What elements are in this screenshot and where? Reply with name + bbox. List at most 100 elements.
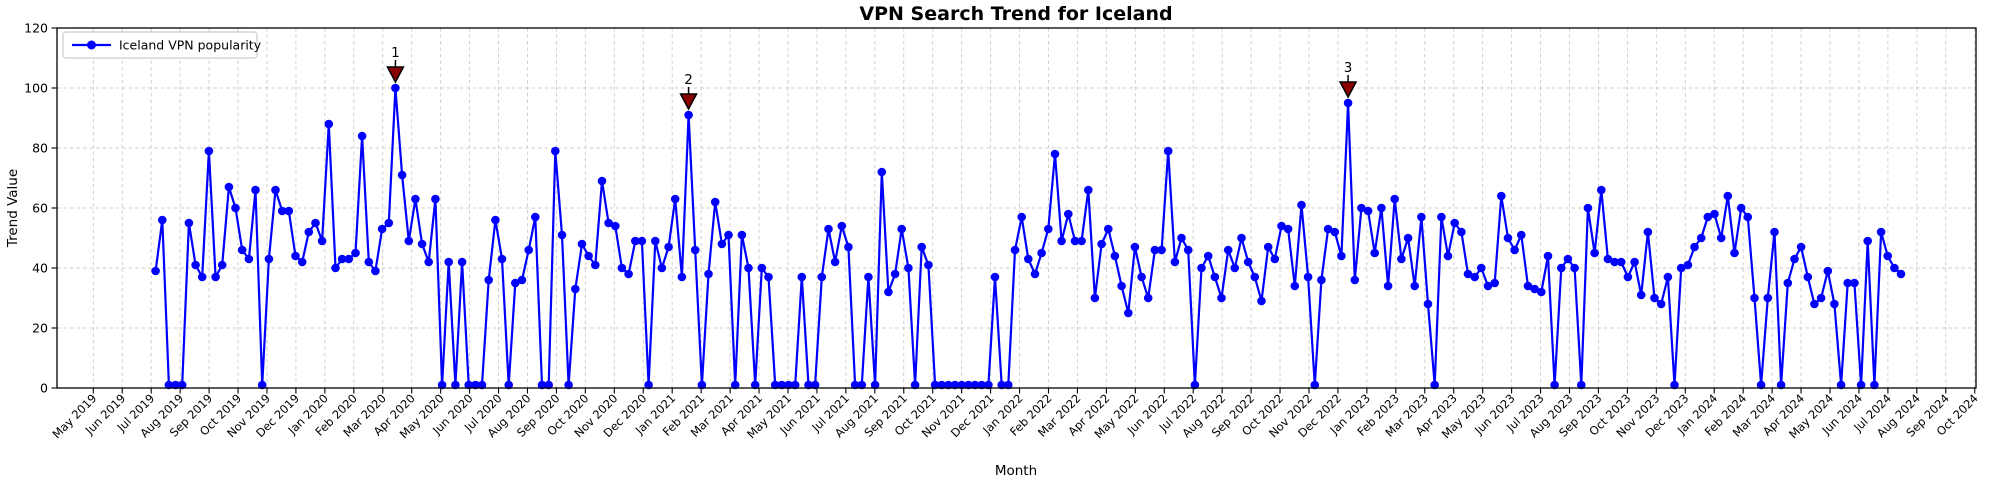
data-point bbox=[1537, 287, 1546, 297]
data-point bbox=[577, 239, 587, 249]
annotation-number: 2 bbox=[684, 72, 693, 88]
data-point bbox=[451, 380, 460, 390]
data-point bbox=[158, 215, 167, 225]
data-point bbox=[411, 194, 420, 204]
data-point bbox=[1397, 254, 1406, 264]
data-point bbox=[631, 236, 640, 246]
data-point bbox=[571, 284, 580, 294]
data-point bbox=[797, 272, 807, 282]
data-point bbox=[1683, 260, 1693, 270]
data-point bbox=[1150, 245, 1160, 255]
data-point bbox=[1610, 257, 1619, 267]
data-point bbox=[351, 248, 360, 258]
data-point bbox=[251, 185, 260, 195]
x-axis-label: Month bbox=[995, 463, 1037, 479]
data-point bbox=[651, 236, 660, 246]
data-point bbox=[1303, 272, 1313, 282]
data-point bbox=[224, 182, 234, 192]
data-point bbox=[1183, 245, 1193, 255]
data-point bbox=[730, 380, 740, 390]
data-point bbox=[1823, 266, 1833, 276]
data-point bbox=[277, 206, 287, 216]
y-tick-labels: 0 20 40 60 80 100 120 bbox=[24, 20, 48, 395]
data-point bbox=[1443, 251, 1453, 261]
data-point bbox=[1030, 269, 1040, 279]
legend-marker-icon bbox=[87, 40, 96, 50]
data-point bbox=[391, 83, 400, 93]
data-point bbox=[404, 236, 414, 246]
data-point bbox=[1343, 98, 1353, 108]
data-point bbox=[1177, 233, 1186, 243]
data-point bbox=[957, 380, 966, 390]
data-point bbox=[1650, 293, 1659, 303]
data-point bbox=[890, 269, 900, 279]
data-point bbox=[1423, 299, 1433, 309]
data-point bbox=[177, 380, 187, 390]
data-point bbox=[1497, 191, 1506, 201]
data-point bbox=[437, 380, 447, 390]
data-point bbox=[1270, 254, 1280, 264]
data-point bbox=[1796, 242, 1806, 252]
data-point bbox=[1763, 293, 1773, 303]
data-point bbox=[1543, 251, 1553, 261]
y-tick-label: 20 bbox=[32, 320, 48, 335]
data-point bbox=[764, 272, 773, 282]
annotation-arrow-icon bbox=[1338, 81, 1358, 99]
data-point bbox=[777, 380, 787, 390]
data-point bbox=[804, 380, 813, 390]
data-point bbox=[1616, 257, 1626, 267]
data-point bbox=[884, 287, 893, 297]
data-point bbox=[1263, 242, 1273, 252]
data-point bbox=[151, 266, 160, 276]
data-point bbox=[1510, 245, 1519, 255]
data-point bbox=[164, 380, 174, 390]
data-point bbox=[1856, 380, 1866, 390]
data-point bbox=[710, 197, 720, 207]
data-point bbox=[664, 242, 673, 252]
data-point bbox=[1143, 293, 1153, 303]
data-point bbox=[497, 254, 507, 264]
data-point bbox=[1223, 245, 1233, 255]
data-point bbox=[1670, 380, 1679, 390]
data-point bbox=[617, 263, 627, 273]
data-point bbox=[1057, 236, 1066, 246]
data-point bbox=[864, 272, 873, 282]
data-point bbox=[1570, 263, 1579, 273]
data-point bbox=[471, 380, 480, 390]
data-point bbox=[304, 227, 314, 237]
data-point bbox=[850, 380, 860, 390]
data-point bbox=[1257, 296, 1266, 306]
data-point bbox=[870, 380, 880, 390]
data-point bbox=[1643, 227, 1653, 237]
data-point bbox=[1283, 224, 1293, 234]
data-point bbox=[1124, 308, 1133, 318]
data-point bbox=[1736, 203, 1746, 213]
data-point bbox=[397, 170, 407, 180]
data-point bbox=[1070, 236, 1080, 246]
data-point bbox=[977, 380, 986, 390]
data-point bbox=[857, 380, 867, 390]
data-point bbox=[717, 239, 727, 249]
y-axis-label: Trend Value bbox=[5, 169, 21, 248]
data-point bbox=[1550, 380, 1559, 390]
data-point bbox=[1483, 281, 1493, 291]
annotation-3: 3 bbox=[1338, 60, 1358, 99]
data-point bbox=[604, 218, 613, 228]
data-point bbox=[1850, 278, 1859, 288]
data-point bbox=[611, 221, 620, 231]
data-point bbox=[211, 272, 220, 282]
data-point bbox=[1370, 248, 1379, 258]
data-point bbox=[357, 131, 367, 141]
data-point bbox=[457, 257, 467, 267]
data-point bbox=[1217, 293, 1226, 303]
data-point bbox=[324, 119, 334, 129]
data-point bbox=[1170, 257, 1180, 267]
data-point bbox=[1597, 185, 1606, 195]
axis-ticks bbox=[51, 27, 1976, 394]
data-point bbox=[1776, 380, 1786, 390]
data-point bbox=[384, 218, 394, 228]
trend-series bbox=[151, 83, 1906, 390]
data-point bbox=[1357, 203, 1366, 213]
data-point bbox=[511, 278, 520, 288]
data-point bbox=[344, 254, 354, 264]
